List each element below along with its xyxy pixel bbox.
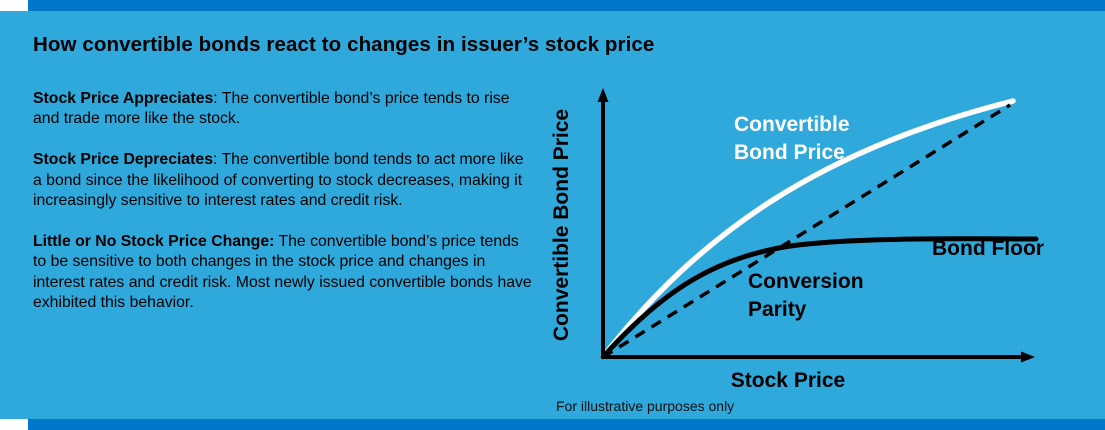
explanation-text: Stock Price Appreciates: The convertible…: [33, 89, 533, 334]
page-title: How convertible bonds react to changes i…: [33, 33, 655, 56]
conversion-parity-label-line1: Conversion: [748, 270, 864, 293]
paragraph-stock-depreciates: Stock Price Depreciates: The convertible…: [33, 150, 533, 211]
paragraph-body: : The convertible bond’s price tends to …: [33, 90, 510, 128]
bond-floor-curve: [600, 236, 1039, 360]
paragraph-body: The convertible bond’s price tends to be…: [33, 233, 532, 311]
paragraph-lead: Stock Price Depreciates: [33, 151, 214, 169]
convertible-bond-price-label-line1: Convertible: [734, 113, 850, 136]
y-axis-label: Convertible Bond Price: [550, 109, 573, 341]
bottom-accent-bar: [28, 419, 1105, 430]
convertible-bond-chart: Convertible Bond Price Bond Floor Conver…: [548, 75, 1078, 420]
convertible-bond-price-curve: [600, 98, 1016, 360]
paragraph-lead: Little or No Stock Price Change:: [33, 233, 275, 251]
paragraph-stock-appreciates: Stock Price Appreciates: The convertible…: [33, 89, 533, 129]
conversion-parity-line: [602, 103, 1011, 359]
paragraph-no-change: Little or No Stock Price Change: The con…: [33, 232, 533, 313]
paragraph-lead: Stock Price Appreciates: [33, 90, 214, 107]
content-area: How convertible bonds react to changes i…: [0, 11, 1105, 419]
chart-svg: Convertible Bond Price Bond Floor Conver…: [550, 88, 1044, 414]
bond-floor-label: Bond Floor: [932, 237, 1044, 260]
top-accent-bar: [28, 0, 1105, 11]
paragraph-body: : The convertible bond tends to act more…: [33, 151, 524, 209]
illustrative-footnote: For illustrative purposes only: [556, 398, 734, 414]
x-axis-label: Stock Price: [731, 369, 845, 392]
convertible-bond-price-label-line2: Bond Price: [734, 141, 845, 164]
conversion-parity-label-line2: Parity: [748, 298, 807, 321]
